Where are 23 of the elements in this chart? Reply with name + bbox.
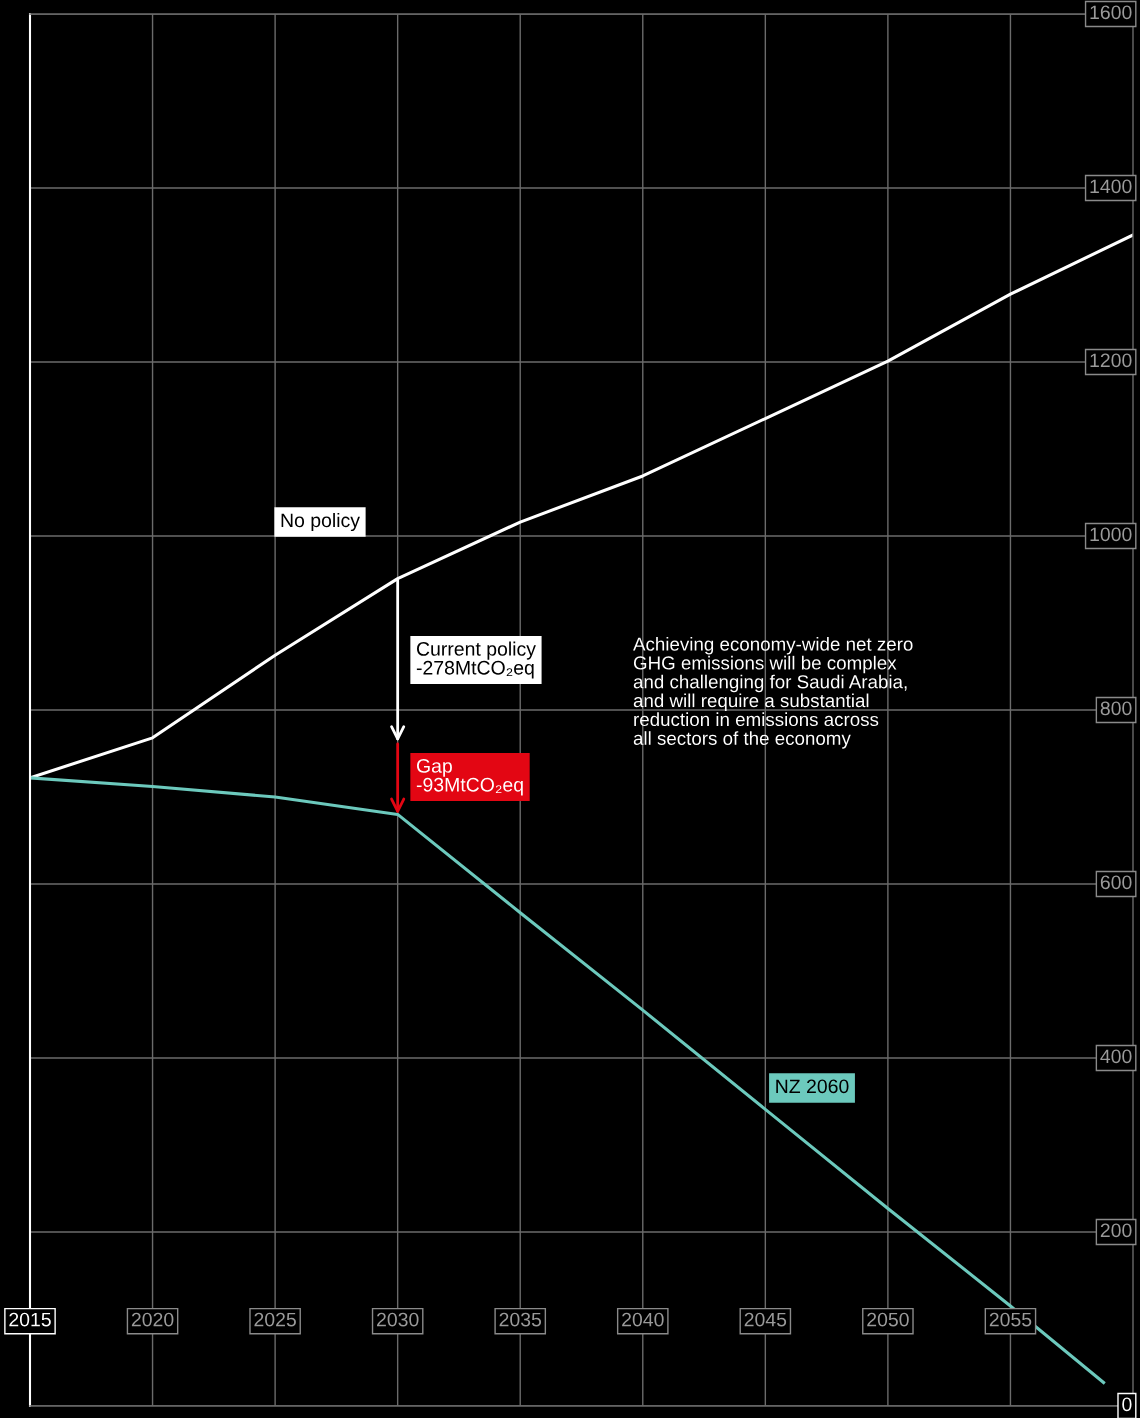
annotation: Gap -93MtCO₂eq	[416, 759, 523, 796]
y-tick-label: 600	[1100, 875, 1132, 890]
x-tick-label: 2030	[377, 1312, 419, 1327]
series-label: NZ 2060	[776, 1079, 849, 1094]
y-tick-label: 1200	[1090, 353, 1132, 368]
x-tick-label: 2015	[9, 1312, 51, 1327]
y-tick-label: 1400	[1090, 179, 1132, 194]
y-tick-label: 800	[1100, 701, 1132, 716]
x-tick-label: 2045	[744, 1312, 787, 1327]
x-tick-label: 2035	[499, 1312, 542, 1327]
y-tick-label: 1600	[1090, 5, 1132, 20]
y-tick-label: 0	[1122, 1397, 1132, 1412]
x-tick-label: 2020	[131, 1312, 174, 1327]
x-tick-label: 2055	[989, 1312, 1032, 1327]
text: No policy	[281, 512, 360, 532]
annotation: Current policy -278MtCO₂eq	[416, 641, 536, 679]
y-tick-label: 400	[1100, 1049, 1132, 1064]
x-tick-label: 2025	[254, 1312, 296, 1327]
x-tick-label: 2050	[867, 1312, 909, 1327]
annotation: Achieving economy-wide net zero GHG emissions will be complex and challenging for Saudi Arabia, and will require a substantial reduction in emissions across all sectors of the economy	[633, 637, 913, 749]
y-tick-label: 200	[1100, 1223, 1132, 1238]
x-tick-label: 2040	[622, 1312, 664, 1327]
y-tick-label: 1000	[1090, 527, 1132, 542]
